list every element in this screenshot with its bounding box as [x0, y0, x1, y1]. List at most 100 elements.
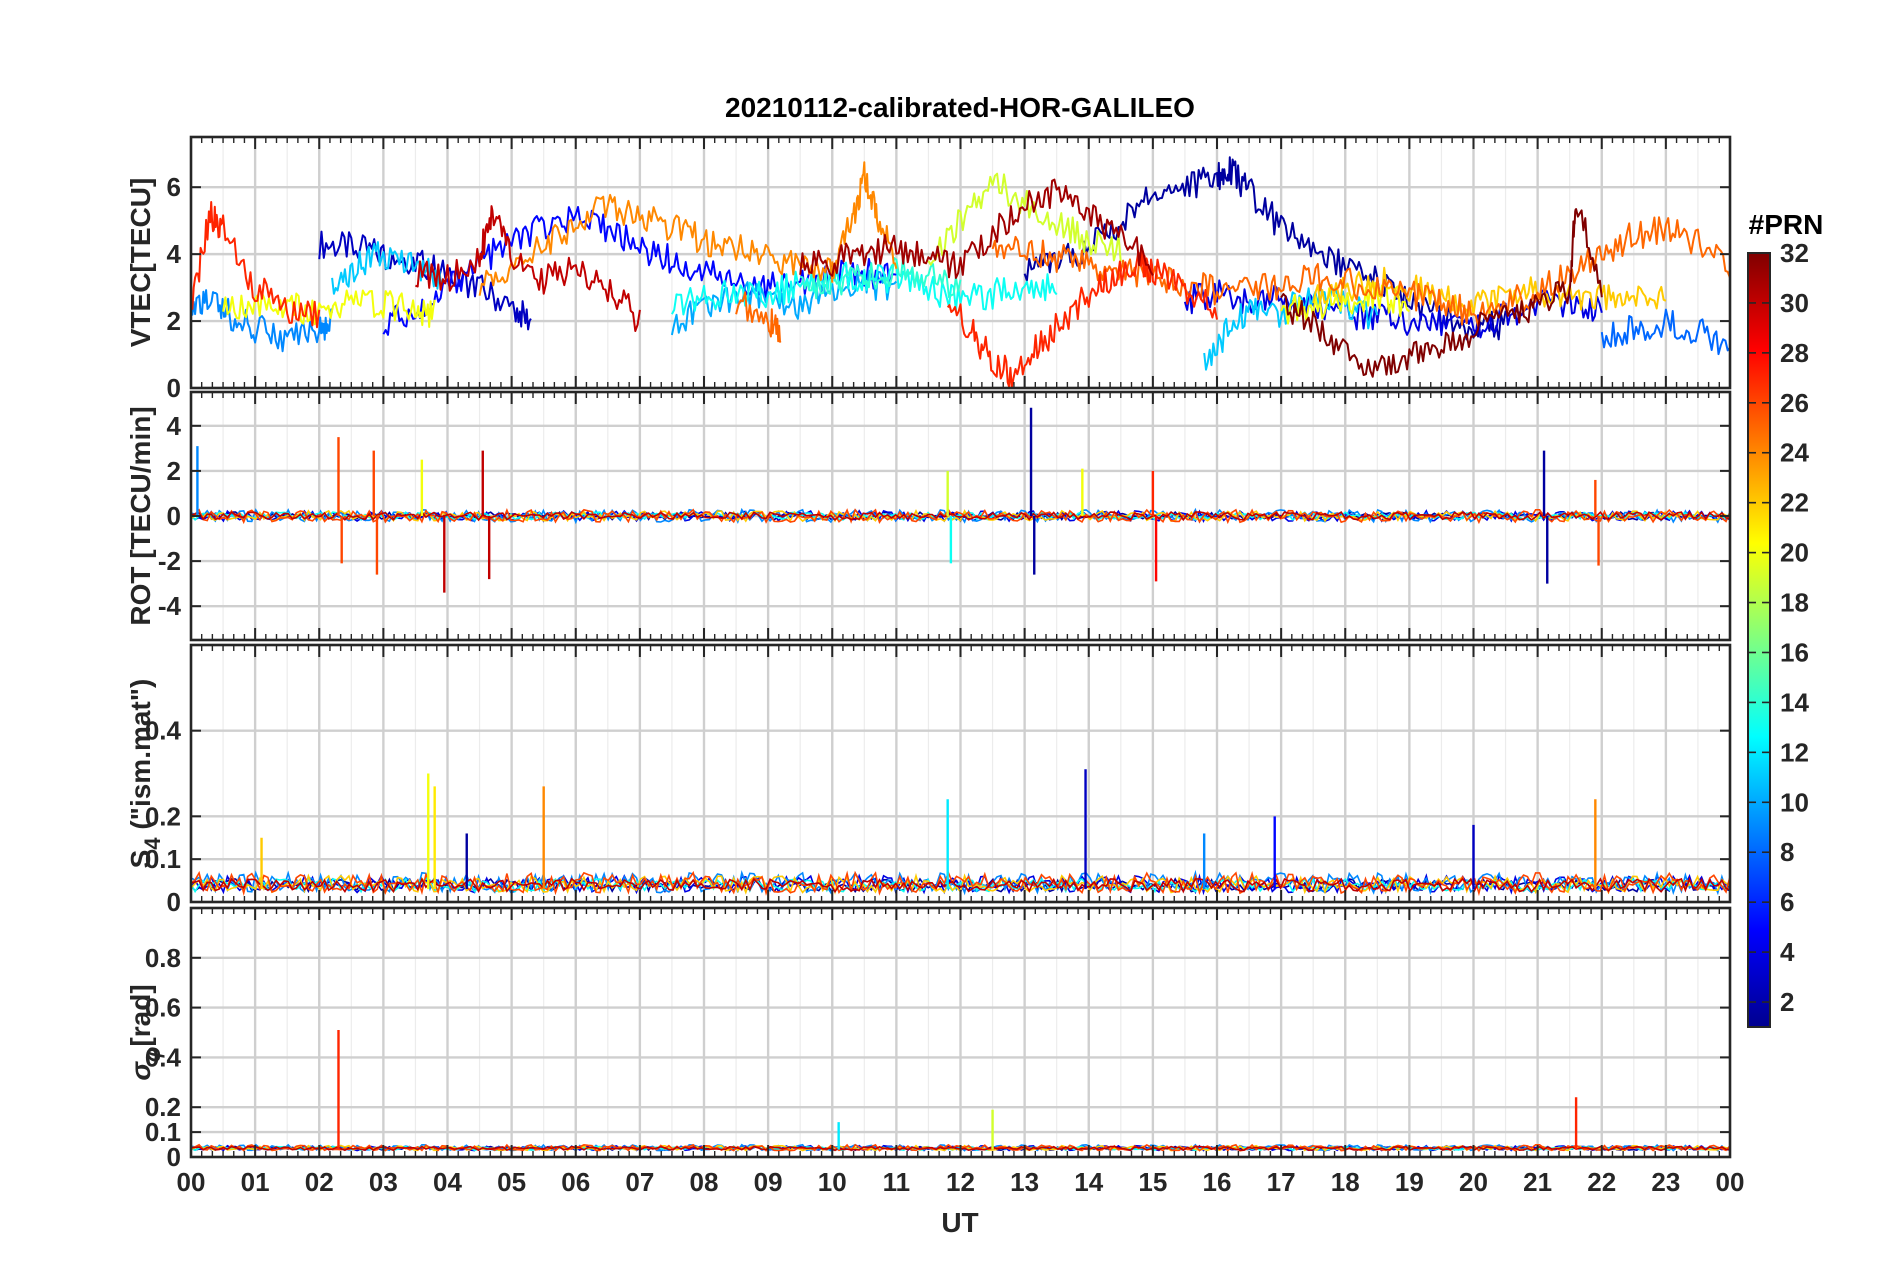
vtec-series-prn-19 [927, 172, 1122, 266]
x-tick-label: 04 [433, 1167, 462, 1197]
vtec-series-prn-25 [991, 216, 1730, 328]
noise-series-prn-30 [191, 510, 1730, 522]
chart-title: 20210112-calibrated-HOR-GALILEO [725, 92, 1195, 123]
y-tick-label: 0.6 [145, 993, 181, 1023]
y-tick-label: 6 [167, 172, 181, 202]
x-tick-label: 08 [690, 1167, 719, 1197]
y-tick-label: 2 [167, 456, 181, 486]
colorbar-tick-label: 12 [1780, 737, 1809, 767]
panel-3: 00.10.20.4S4 ("ism.mat") [125, 643, 1732, 917]
y-label-rest: [rad] [125, 984, 156, 1046]
colorbar-tick-label: 8 [1780, 837, 1794, 867]
y-label-sub: φ [140, 1047, 165, 1062]
y-label-rest: ("ism.mat") [125, 679, 156, 838]
x-tick-label: 15 [1138, 1167, 1167, 1197]
vtec-series-prn-30 [415, 205, 641, 332]
x-tick-label: 06 [561, 1167, 590, 1197]
y-axis-label: ROT [TECU/min] [125, 406, 156, 625]
y-axis-label: σφ[rad] [125, 984, 165, 1080]
colorbar-bar [1747, 252, 1771, 1028]
noise-series-prn-13 [191, 510, 1730, 522]
x-tick-label: 13 [1010, 1167, 1039, 1197]
colorbar-tick-label: 6 [1780, 887, 1794, 917]
x-tick-label: 19 [1395, 1167, 1424, 1197]
y-axis-label: S4 ("ism.mat") [125, 679, 165, 869]
panel-2: -4 -2 0 2 4 ROT [TECU/min] [125, 390, 1732, 642]
x-tick-label: 16 [1203, 1167, 1232, 1197]
y-tick-label: 0.1 [145, 1117, 181, 1147]
vtec-series-prn-20 [222, 289, 436, 328]
x-tick-label: 17 [1267, 1167, 1296, 1197]
colorbar-tick-label: 30 [1780, 288, 1809, 318]
y-tick-label: 0.1 [145, 844, 181, 874]
vtec-series-prn-11 [1203, 286, 1379, 371]
x-tick-label: 02 [305, 1167, 334, 1197]
y-tick-label: 0.4 [145, 716, 182, 746]
colorbar-tick-label: 24 [1780, 438, 1809, 468]
x-axis-label: UT [941, 1207, 978, 1238]
x-tick-label: 20 [1459, 1167, 1488, 1197]
panel-4: 00.10.2 0.4 0.6 0.8 σφ[rad] [125, 906, 1732, 1172]
x-tick-label: 00 [1716, 1167, 1745, 1197]
colorbar-tick-label: 22 [1780, 488, 1809, 518]
panel-1: 0 2 4 6 VTEC[TECU] [125, 135, 1732, 403]
y-tick-label: 0.8 [145, 943, 181, 973]
y-tick-label: 0.2 [145, 801, 181, 831]
y-tick-label: 4 [167, 411, 182, 441]
x-tick-label: 11 [883, 1167, 911, 1197]
data-layer [191, 156, 1730, 388]
y-tick-label: 0 [167, 1142, 181, 1172]
vtec-series-prn-9 [191, 289, 334, 353]
vtec-series-prn-8 [1600, 308, 1730, 356]
y-label-sub: 4 [140, 837, 165, 850]
vtec-series-prn-13 [671, 261, 1058, 316]
vtec-series-prn-32 [1280, 208, 1603, 378]
y-label-main: S [125, 850, 156, 869]
y-tick-label: 0 [167, 373, 181, 403]
vtec-series-prn-24 [478, 193, 834, 296]
y-tick-label: 0 [167, 887, 181, 917]
x-tick-label: 23 [1651, 1167, 1680, 1197]
vtec-series-prn-14 [799, 255, 962, 300]
vtec-series-prn-27 [191, 201, 321, 329]
x-tick-label: 03 [369, 1167, 398, 1197]
vtec-series-prn-10 [670, 269, 898, 336]
x-tick-label: 01 [241, 1167, 270, 1197]
x-tick-label: 00 [177, 1167, 206, 1197]
colorbar-tick-label: 26 [1780, 388, 1809, 418]
x-tick-label: 07 [625, 1167, 654, 1197]
colorbar-tick-label: 2 [1780, 987, 1794, 1017]
colorbar-tick-label: 18 [1780, 588, 1809, 618]
vtec-series-prn-24 [831, 161, 898, 280]
vtec-series-prn-27 [946, 249, 1218, 388]
x-tick-label: 22 [1587, 1167, 1616, 1197]
y-tick-label: 4 [167, 239, 182, 269]
x-tick-label: 12 [946, 1167, 975, 1197]
y-axis-label: VTEC[TECU] [125, 178, 156, 348]
colorbar-tick-label: 10 [1780, 787, 1809, 817]
y-tick-label: 0 [167, 501, 181, 531]
y-tick-label: -2 [158, 546, 181, 576]
y-tick-label: 0.2 [145, 1092, 181, 1122]
y-tick-label: 2 [167, 306, 181, 336]
vtec-series-prn-31 [799, 178, 1154, 279]
x-tick-label: 14 [1074, 1167, 1103, 1197]
vtec-series-prn-25 [735, 291, 782, 343]
x-tick-label: 09 [754, 1167, 783, 1197]
colorbar-tick-label: 14 [1780, 687, 1809, 717]
colorbar-tick-label: 16 [1780, 637, 1809, 667]
x-tick-label: 05 [497, 1167, 526, 1197]
y-tick-label: 0.4 [145, 1042, 182, 1072]
x-tick-label: 21 [1523, 1167, 1552, 1197]
colorbar-tick-label: 4 [1780, 937, 1795, 967]
x-tick-label: 18 [1331, 1167, 1360, 1197]
colorbar-tick-label: 20 [1780, 538, 1809, 568]
x-tick-label: 10 [818, 1167, 847, 1197]
y-label-main: σ [125, 1061, 156, 1081]
data-layer [191, 407, 1730, 593]
data-layer [191, 769, 1730, 897]
